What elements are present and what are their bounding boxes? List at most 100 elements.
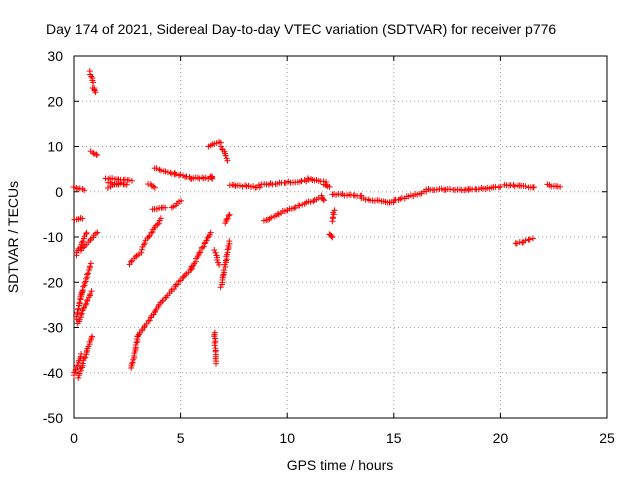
data-point (80, 355, 87, 362)
data-point (202, 174, 209, 181)
plot-frame (73, 55, 608, 419)
y-tick-label: 0 (55, 184, 63, 200)
data-point (138, 249, 145, 256)
data-point (75, 374, 82, 381)
data-point (320, 196, 327, 203)
data-point (87, 260, 94, 267)
data-point (209, 175, 216, 182)
data-point (220, 267, 227, 274)
data-point (320, 197, 327, 204)
data-point (151, 309, 158, 316)
data-point (328, 233, 335, 240)
data-point (78, 311, 85, 318)
data-point (126, 261, 133, 268)
data-point (87, 291, 94, 298)
y-tick-label: -30 (43, 320, 63, 336)
data-point (329, 234, 336, 241)
data-point (90, 149, 97, 156)
data-point (151, 184, 158, 191)
data-point (82, 354, 89, 361)
data-point (212, 249, 219, 256)
data-point (74, 309, 81, 316)
data-point (154, 221, 161, 228)
data-point (207, 229, 214, 236)
data-point (87, 237, 94, 244)
data-point (162, 204, 169, 211)
data-point (170, 203, 177, 210)
data-point (226, 238, 233, 245)
x-tick-label: 25 (599, 430, 615, 446)
data-point (224, 246, 231, 253)
data-point (88, 288, 95, 295)
data-point (204, 234, 211, 241)
data-point (81, 187, 88, 194)
x-tick-label: 0 (70, 430, 78, 446)
data-point (84, 296, 91, 303)
data-point (130, 352, 137, 359)
data-point (83, 271, 90, 278)
data-point (86, 263, 93, 270)
data-point (222, 152, 229, 159)
data-point (376, 197, 383, 204)
data-point (89, 333, 96, 340)
data-point (72, 366, 79, 373)
data-point (214, 256, 221, 263)
data-point (211, 247, 218, 254)
data-point (304, 175, 311, 182)
data-point (307, 175, 314, 182)
data-point (153, 165, 160, 172)
data-point (146, 232, 153, 239)
data-point (557, 183, 564, 190)
data-point (146, 317, 153, 324)
y-tick-label: -20 (43, 274, 63, 290)
data-point (178, 197, 185, 204)
gridlines (73, 55, 608, 419)
data-point (125, 177, 132, 184)
data-point (296, 202, 303, 209)
data-point (522, 237, 529, 244)
data-point (207, 174, 214, 181)
data-point (223, 216, 230, 223)
data-point (497, 183, 504, 190)
chart-title: Day 174 of 2021, Sidereal Day-to-day VTE… (46, 21, 556, 37)
data-point (79, 238, 86, 245)
data-point (85, 270, 92, 277)
y-tick-label: 10 (47, 139, 63, 155)
data-point (145, 233, 152, 240)
data-point (81, 279, 88, 286)
data-point (326, 183, 333, 190)
data-point (157, 215, 164, 222)
data-point (519, 239, 526, 246)
data-point (148, 182, 155, 189)
data-point (291, 205, 298, 212)
data-point (171, 286, 178, 293)
data-point (242, 182, 249, 189)
data-point (211, 342, 218, 349)
data-point (168, 204, 175, 211)
data-point (92, 230, 99, 237)
data-point (236, 182, 243, 189)
data-point (79, 360, 86, 367)
data-point (310, 198, 317, 205)
data-point (433, 186, 440, 193)
data-point (83, 300, 90, 307)
data-point (213, 360, 220, 367)
data-point (224, 157, 231, 164)
data-point (225, 212, 232, 219)
data-point (79, 185, 86, 192)
data-point (529, 235, 536, 242)
y-tick-labels: -50 -40 -30 -20 -10 0 10 20 30 (43, 48, 63, 426)
data-point (526, 236, 533, 243)
data-point (164, 169, 171, 176)
data-point (495, 184, 502, 191)
data-point (79, 215, 86, 222)
data-series-p776 (70, 68, 564, 381)
y-tick-label: -40 (43, 365, 63, 381)
data-point (530, 184, 537, 191)
data-point (93, 151, 100, 158)
data-point (78, 310, 85, 317)
data-point (177, 171, 184, 178)
data-point (216, 261, 223, 268)
data-point (82, 301, 89, 308)
